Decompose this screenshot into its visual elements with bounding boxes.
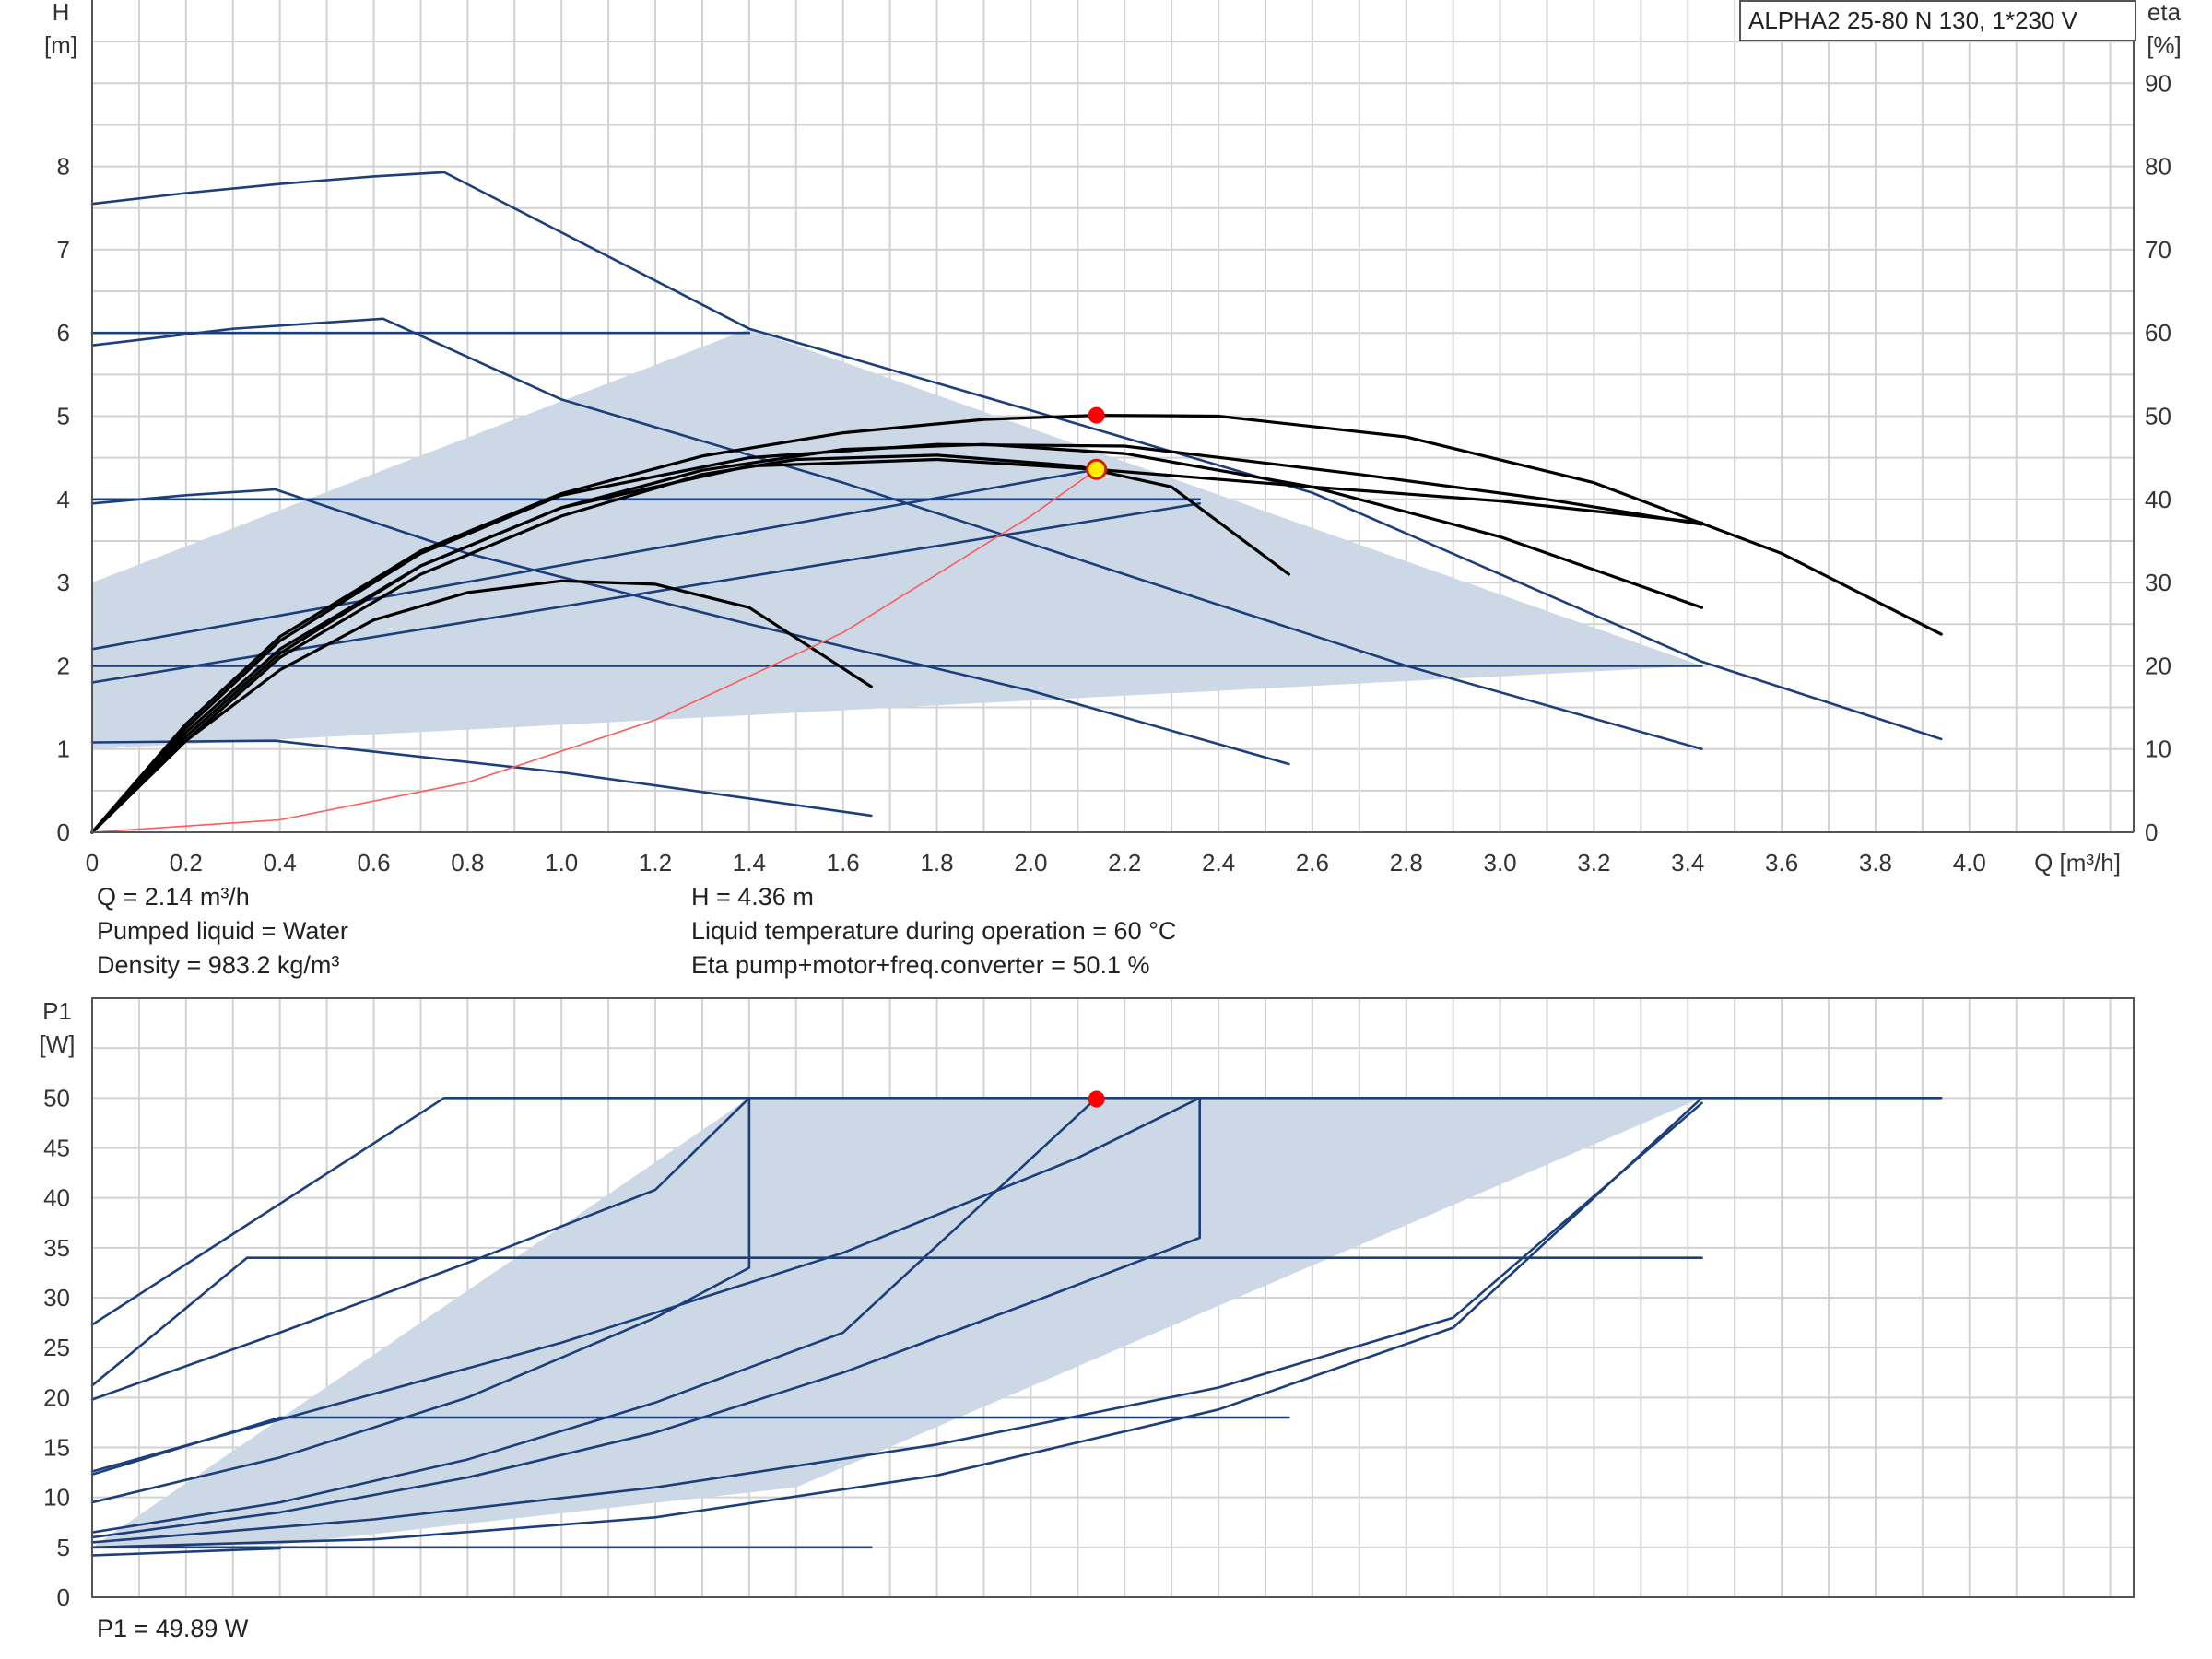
x-tick-label: 1.4 <box>733 849 766 877</box>
x-tick-label: 1.2 <box>639 849 672 877</box>
y-tick-label: 8 <box>57 153 70 181</box>
x-tick-label: 2.0 <box>1014 849 1047 877</box>
efficiency-curve <box>90 579 873 834</box>
pump-legend: ALPHA2 25-80 N 130, 1*230 V <box>1739 0 2136 41</box>
duty-point-marker <box>1088 406 1105 424</box>
x-tick-label: 3.2 <box>1577 849 1610 877</box>
power-curve <box>90 1097 1943 1326</box>
y-tick-label: 0 <box>57 818 70 846</box>
head-curve <box>90 171 1943 741</box>
y-tick-label: 40 <box>43 1184 70 1212</box>
y-tick-label: 7 <box>57 236 70 264</box>
x-tick-label: 2.2 <box>1108 849 1141 877</box>
head-readout: H = 4.36 m <box>691 883 814 911</box>
x-tick-label: 0.8 <box>451 849 484 877</box>
x-tick-label: 1.8 <box>920 849 953 877</box>
y2-tick-label: 70 <box>2145 236 2171 264</box>
operating-area <box>92 328 1702 749</box>
y2-tick-label: 40 <box>2145 486 2171 513</box>
y-tick-label: 4 <box>57 486 70 513</box>
y2-tick-label: 50 <box>2145 403 2171 430</box>
x-tick-label: 0.2 <box>170 849 203 877</box>
liquid-readout: Pumped liquid = Water <box>97 917 348 945</box>
x-tick-label: 1.6 <box>827 849 860 877</box>
efficiency-curve <box>90 453 1291 834</box>
power-panel: 0 5 10 15 20 25 30 35 40 45 50 P1 [W] <box>40 997 2135 1611</box>
y2-axis-label: [%] <box>2147 31 2182 59</box>
x-tick-label: 3.6 <box>1765 849 1798 877</box>
y-tick-label: 30 <box>43 1284 70 1312</box>
power-curve <box>90 1097 1703 1549</box>
y2-tick-label: 60 <box>2145 319 2171 347</box>
y-tick-label: 5 <box>57 403 70 430</box>
y2-tick-label: 10 <box>2145 735 2171 763</box>
y2-tick-label: 80 <box>2145 153 2171 181</box>
x-axis-label: Q [m³/h] <box>2034 849 2121 877</box>
operating-area <box>92 1098 1702 1547</box>
efficiency-curve <box>90 442 1704 834</box>
y-tick-label: 45 <box>43 1135 70 1162</box>
system-curve <box>91 468 1098 833</box>
flow-readout: Q = 2.14 m³/h <box>97 883 250 911</box>
x-tick-label: 0.4 <box>264 849 297 877</box>
power-curve <box>90 1547 282 1557</box>
x-tick-label: 3.8 <box>1859 849 1892 877</box>
y-tick-label: 50 <box>43 1084 70 1112</box>
power-curve <box>90 1097 751 1504</box>
y-tick-label: 1 <box>57 735 70 763</box>
plot-frame <box>91 997 2135 1598</box>
y-axis-label: [m] <box>44 31 77 59</box>
y-axis-label: H <box>53 0 70 26</box>
power-curve <box>90 1416 1290 1477</box>
power-curve <box>90 1097 1201 1539</box>
y-axis-label: [W] <box>40 1030 76 1058</box>
power-curve <box>90 1097 751 1401</box>
power-curve <box>90 1101 1703 1544</box>
temperature-readout: Liquid temperature during operation = 60… <box>691 917 1177 945</box>
y2-tick-label: 30 <box>2145 569 2171 596</box>
x-tick-label: 3.4 <box>1671 849 1704 877</box>
y-tick-label: 10 <box>43 1484 70 1512</box>
x-tick-label: 2.8 <box>1390 849 1423 877</box>
efficiency-curve <box>90 457 1704 834</box>
x-tick-label: 1.0 <box>545 849 578 877</box>
x-tick-label: 2.6 <box>1296 849 1329 877</box>
y-tick-label: 3 <box>57 569 70 596</box>
duty-point-marker <box>1088 1090 1105 1108</box>
efficiency-curve <box>90 414 1943 834</box>
head-curve <box>90 317 1703 751</box>
efficiency-curve <box>90 442 1704 834</box>
density-readout: Density = 983.2 kg/m³ <box>97 951 340 979</box>
y-tick-label: 35 <box>43 1234 70 1262</box>
y2-axis-label: eta <box>2147 0 2182 26</box>
y-tick-label: 20 <box>43 1383 70 1411</box>
head-curve <box>90 467 1098 651</box>
y-tick-label: 0 <box>57 1583 70 1611</box>
y2-tick-label: 90 <box>2145 69 2171 97</box>
efficiency-readout: Eta pump+motor+freq.converter = 50.1 % <box>691 951 1150 979</box>
power-curve <box>90 1097 1098 1534</box>
x-tick-label: 2.4 <box>1202 849 1235 877</box>
power-readout: P1 = 49.89 W <box>97 1615 249 1642</box>
x-tick-label: 0.6 <box>357 849 390 877</box>
y-tick-label: 15 <box>43 1434 70 1462</box>
y-tick-label: 2 <box>57 652 70 679</box>
operating-point-marker <box>1086 458 1108 480</box>
y-tick-label: 6 <box>57 319 70 347</box>
y-axis-label: P1 <box>42 997 72 1025</box>
y2-tick-label: 20 <box>2145 652 2171 679</box>
x-tick-label: 3.0 <box>1484 849 1517 877</box>
y-tick-label: 5 <box>57 1534 70 1561</box>
power-curve <box>90 1256 1703 1387</box>
y-tick-label: 25 <box>43 1334 70 1361</box>
y2-tick-label: 0 <box>2145 818 2158 846</box>
x-tick-label: 4.0 <box>1953 849 1986 877</box>
x-tick-label: 0 <box>86 849 99 877</box>
head-efficiency-panel: 0 0.2 0.4 0.6 0.8 1.0 1.2 1.4 1.6 1.8 2.0 2.2 2.4 2.6… <box>44 0 2182 877</box>
